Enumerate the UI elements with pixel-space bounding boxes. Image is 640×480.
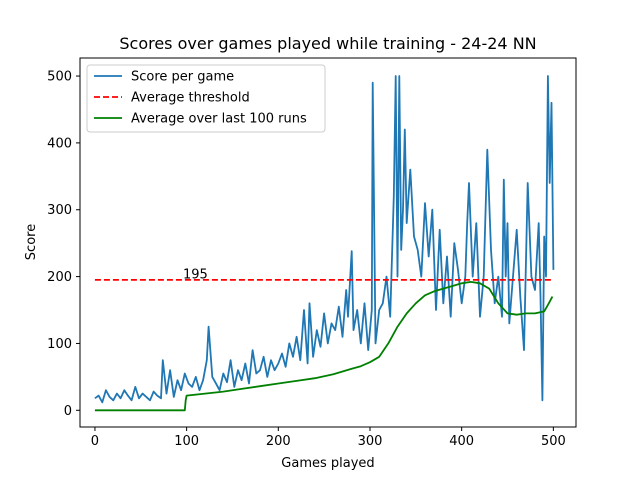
x-tick-label: 300 <box>358 434 383 449</box>
plot-lines <box>94 75 555 412</box>
x-tick-label: 100 <box>174 434 199 449</box>
y-tick-label: 300 <box>47 203 72 218</box>
x-axis-label: Games played <box>281 456 374 471</box>
legend-label-average-threshold: Average threshold <box>131 91 250 106</box>
legend-label-score-per-game: Score per game <box>131 70 234 85</box>
chart-title: Scores over games played while training … <box>119 34 536 53</box>
threshold-value-annotation: 195 <box>183 268 208 283</box>
y-tick-label: 0 <box>64 404 72 419</box>
y-tick-label: 100 <box>47 337 72 352</box>
y-tick-label: 500 <box>47 70 72 85</box>
legend-frame <box>86 64 326 133</box>
y-axis-label: Score <box>24 224 39 260</box>
legend-label-average-last-100: Average over last 100 runs <box>131 112 307 127</box>
x-tick-label: 400 <box>449 434 474 449</box>
series-line-average-last-100 <box>94 280 554 412</box>
y-tick-label: 400 <box>47 136 72 151</box>
x-tick-label: 0 <box>91 434 99 449</box>
x-tick-label: 200 <box>266 434 291 449</box>
y-tick-label: 200 <box>47 270 72 285</box>
series-line-score-per-game <box>94 75 555 404</box>
x-tick-label: 500 <box>541 434 566 449</box>
x-axis-ticks: 0 100 200 300 400 500 <box>91 427 566 449</box>
plot-area-frame <box>79 57 577 428</box>
y-axis-ticks: 0 100 200 300 400 500 <box>47 70 80 419</box>
legend: Score per game Average threshold Average… <box>86 64 326 133</box>
